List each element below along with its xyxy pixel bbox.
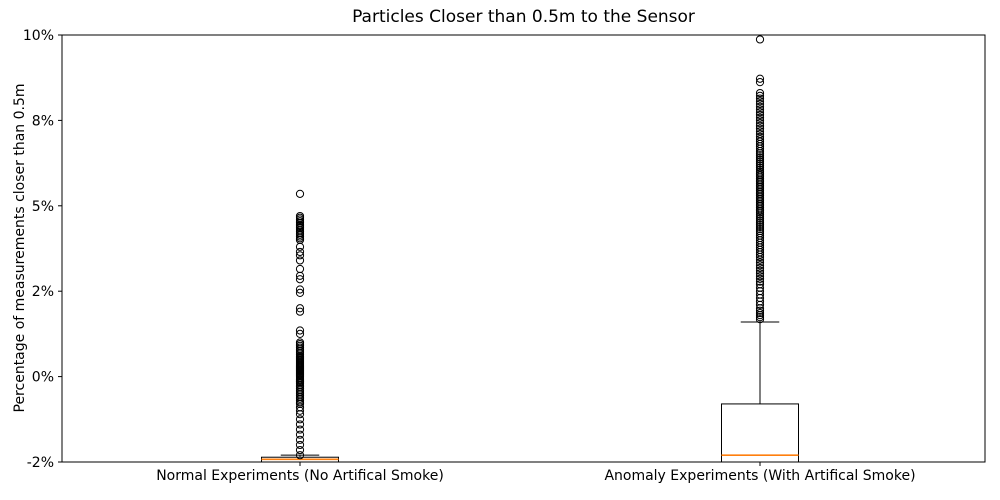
outlier-point xyxy=(295,285,305,294)
outlier-point xyxy=(755,121,765,130)
outlier-point xyxy=(755,119,765,128)
outlier-point xyxy=(295,451,305,460)
outlier-point xyxy=(295,264,305,274)
y-tick-label: 5% xyxy=(32,199,54,215)
outlier-point xyxy=(755,277,765,286)
outlier-point xyxy=(295,251,305,260)
outlier-point xyxy=(755,220,765,230)
outlier-point xyxy=(755,97,765,106)
outlier-point xyxy=(295,420,305,429)
outlier-point xyxy=(295,275,305,284)
outlier-point xyxy=(755,74,765,83)
chart-title: Particles Closer than 0.5m to the Sensor xyxy=(352,7,695,27)
outlier-point xyxy=(755,124,765,133)
outlier-point xyxy=(295,430,305,439)
outlier-point xyxy=(295,440,305,450)
outlier-point xyxy=(755,266,765,275)
outlier-point xyxy=(295,304,305,313)
outlier-point xyxy=(755,315,765,324)
outlier-point xyxy=(755,210,765,219)
outlier-point xyxy=(755,144,765,153)
outlier-point xyxy=(295,406,305,415)
outlier-point xyxy=(295,329,305,338)
outlier-point xyxy=(755,155,765,164)
outlier-point xyxy=(755,105,765,114)
boxplot-anomaly xyxy=(721,35,799,463)
outlier-point xyxy=(295,271,305,280)
outlier-point xyxy=(755,147,765,156)
y-tick-label: 8% xyxy=(32,113,54,129)
outlier-point xyxy=(755,258,765,267)
outlier-point xyxy=(295,307,305,316)
outlier-point xyxy=(755,153,765,162)
outlier-point xyxy=(755,91,765,100)
outlier-point xyxy=(755,224,765,234)
outlier-point xyxy=(755,274,765,284)
outlier-point xyxy=(295,435,305,444)
outlier-point xyxy=(295,242,305,251)
outlier-point xyxy=(755,151,765,160)
outlier-point xyxy=(295,288,305,298)
outlier-point xyxy=(295,425,305,434)
outlier-point xyxy=(755,108,765,117)
outlier-point xyxy=(755,113,765,122)
outlier-point xyxy=(295,410,305,419)
outlier-point xyxy=(755,35,765,44)
outlier-point xyxy=(755,161,765,170)
outlier-point xyxy=(755,313,765,322)
outlier-point xyxy=(755,116,765,125)
boxplot-normal xyxy=(261,189,339,463)
outlier-point xyxy=(755,149,765,158)
outlier-point xyxy=(755,159,765,168)
outlier-point xyxy=(755,102,765,111)
outlier-point xyxy=(755,99,765,109)
outlier-point xyxy=(295,247,305,257)
outlier-point xyxy=(295,189,305,198)
outlier-point xyxy=(755,300,765,309)
axes-frame xyxy=(61,34,986,463)
outlier-point xyxy=(755,127,765,136)
outlier-point xyxy=(295,445,305,455)
x-tick-label: Normal Experiments (No Artifical Smoke) xyxy=(156,468,444,484)
outlier-point xyxy=(755,208,765,217)
outlier-point xyxy=(755,261,765,270)
outlier-point xyxy=(755,311,765,320)
y-tick-label: 0% xyxy=(32,370,54,386)
outlier-point xyxy=(755,222,765,232)
outlier-point xyxy=(755,110,765,120)
y-tick-label: 10% xyxy=(23,28,54,44)
outlier-point xyxy=(755,263,765,273)
outlier-point xyxy=(755,269,765,278)
x-tick-label: Anomaly Experiments (With Artifical Smok… xyxy=(604,468,915,484)
outlier-point xyxy=(755,308,765,318)
outlier-point xyxy=(755,212,765,221)
outlier-point xyxy=(755,255,765,264)
outlier-point xyxy=(755,216,765,225)
outlier-point xyxy=(755,214,765,223)
box xyxy=(721,403,799,463)
outlier-point xyxy=(755,218,765,227)
outlier-point xyxy=(755,94,765,103)
outlier-point xyxy=(295,326,305,335)
outlier-point xyxy=(755,272,765,281)
y-tick-label: 2% xyxy=(32,284,54,300)
outlier-point xyxy=(755,78,765,87)
outlier-point xyxy=(755,250,765,259)
outlier-point xyxy=(755,252,765,262)
outlier-point xyxy=(755,88,765,98)
outlier-point xyxy=(755,157,765,166)
outlier-point xyxy=(295,256,305,265)
y-tick-label: -2% xyxy=(27,455,54,471)
outlier-point xyxy=(755,306,765,315)
outlier-point xyxy=(295,415,305,424)
